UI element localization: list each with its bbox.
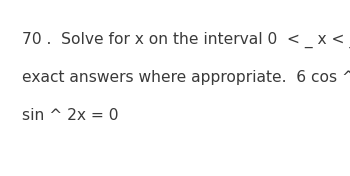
Text: 70 .  Solve for x on the interval 0  < _ x < _2pi .  Give: 70 . Solve for x on the interval 0 < _ x… bbox=[22, 32, 350, 48]
Text: exact answers where appropriate.  6 cos ^ 2 x+6cosx +: exact answers where appropriate. 6 cos ^… bbox=[22, 70, 350, 85]
Text: sin ^ 2x = 0: sin ^ 2x = 0 bbox=[22, 108, 119, 123]
